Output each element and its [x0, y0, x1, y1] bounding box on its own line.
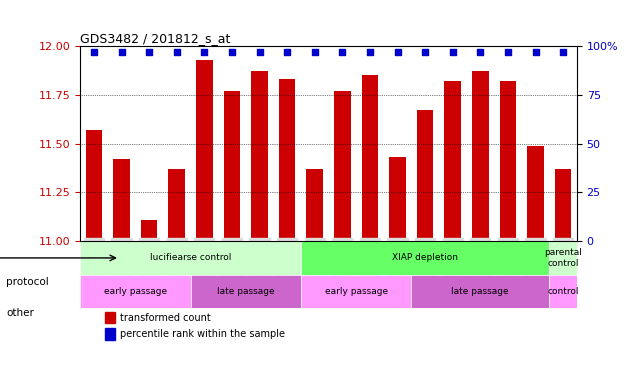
Bar [555, 169, 571, 241]
Point [337, 49, 347, 55]
Bar [499, 81, 516, 241]
Point [558, 49, 568, 55]
Point [89, 49, 99, 55]
Bar [306, 169, 323, 241]
Point [392, 49, 403, 55]
Point [282, 49, 292, 55]
Bar [224, 91, 240, 241]
Text: XIAP depletion: XIAP depletion [392, 253, 458, 262]
Point [144, 49, 154, 55]
Bar [362, 75, 378, 241]
Bar [279, 79, 296, 241]
Point [117, 49, 127, 55]
Point [172, 49, 182, 55]
Point [447, 49, 458, 55]
Point [227, 49, 237, 55]
Bar [472, 71, 488, 241]
Text: percentile rank within the sample: percentile rank within the sample [120, 329, 285, 339]
FancyBboxPatch shape [549, 275, 577, 308]
Text: late passage: late passage [451, 287, 509, 296]
Text: lucifiearse control: lucifiearse control [150, 253, 231, 262]
Bar [169, 169, 185, 241]
Bar [251, 71, 268, 241]
FancyBboxPatch shape [549, 241, 577, 275]
Bar [527, 146, 544, 241]
Bar [334, 91, 351, 241]
Text: other: other [6, 308, 34, 318]
Bar [196, 60, 213, 241]
Point [365, 49, 375, 55]
FancyBboxPatch shape [190, 275, 301, 308]
FancyBboxPatch shape [301, 275, 412, 308]
Point [475, 49, 485, 55]
Point [503, 49, 513, 55]
FancyBboxPatch shape [80, 275, 190, 308]
FancyBboxPatch shape [80, 241, 301, 275]
Bar [105, 311, 115, 323]
Bar [105, 328, 115, 340]
Text: early passage: early passage [104, 287, 167, 296]
FancyBboxPatch shape [301, 241, 549, 275]
Text: protocol: protocol [6, 277, 49, 287]
Bar [86, 130, 102, 241]
Point [254, 49, 265, 55]
Text: early passage: early passage [324, 287, 388, 296]
Bar [389, 157, 406, 241]
Point [310, 49, 320, 55]
Text: GDS3482 / 201812_s_at: GDS3482 / 201812_s_at [80, 32, 231, 45]
Bar [141, 220, 158, 241]
Bar [113, 159, 129, 241]
Text: parental
control: parental control [544, 248, 582, 268]
Bar [417, 111, 433, 241]
Text: transformed count: transformed count [120, 313, 211, 323]
Point [199, 49, 210, 55]
Text: control: control [547, 287, 579, 296]
FancyBboxPatch shape [412, 275, 549, 308]
Text: late passage: late passage [217, 287, 274, 296]
Bar [444, 81, 461, 241]
Point [420, 49, 430, 55]
Point [530, 49, 540, 55]
